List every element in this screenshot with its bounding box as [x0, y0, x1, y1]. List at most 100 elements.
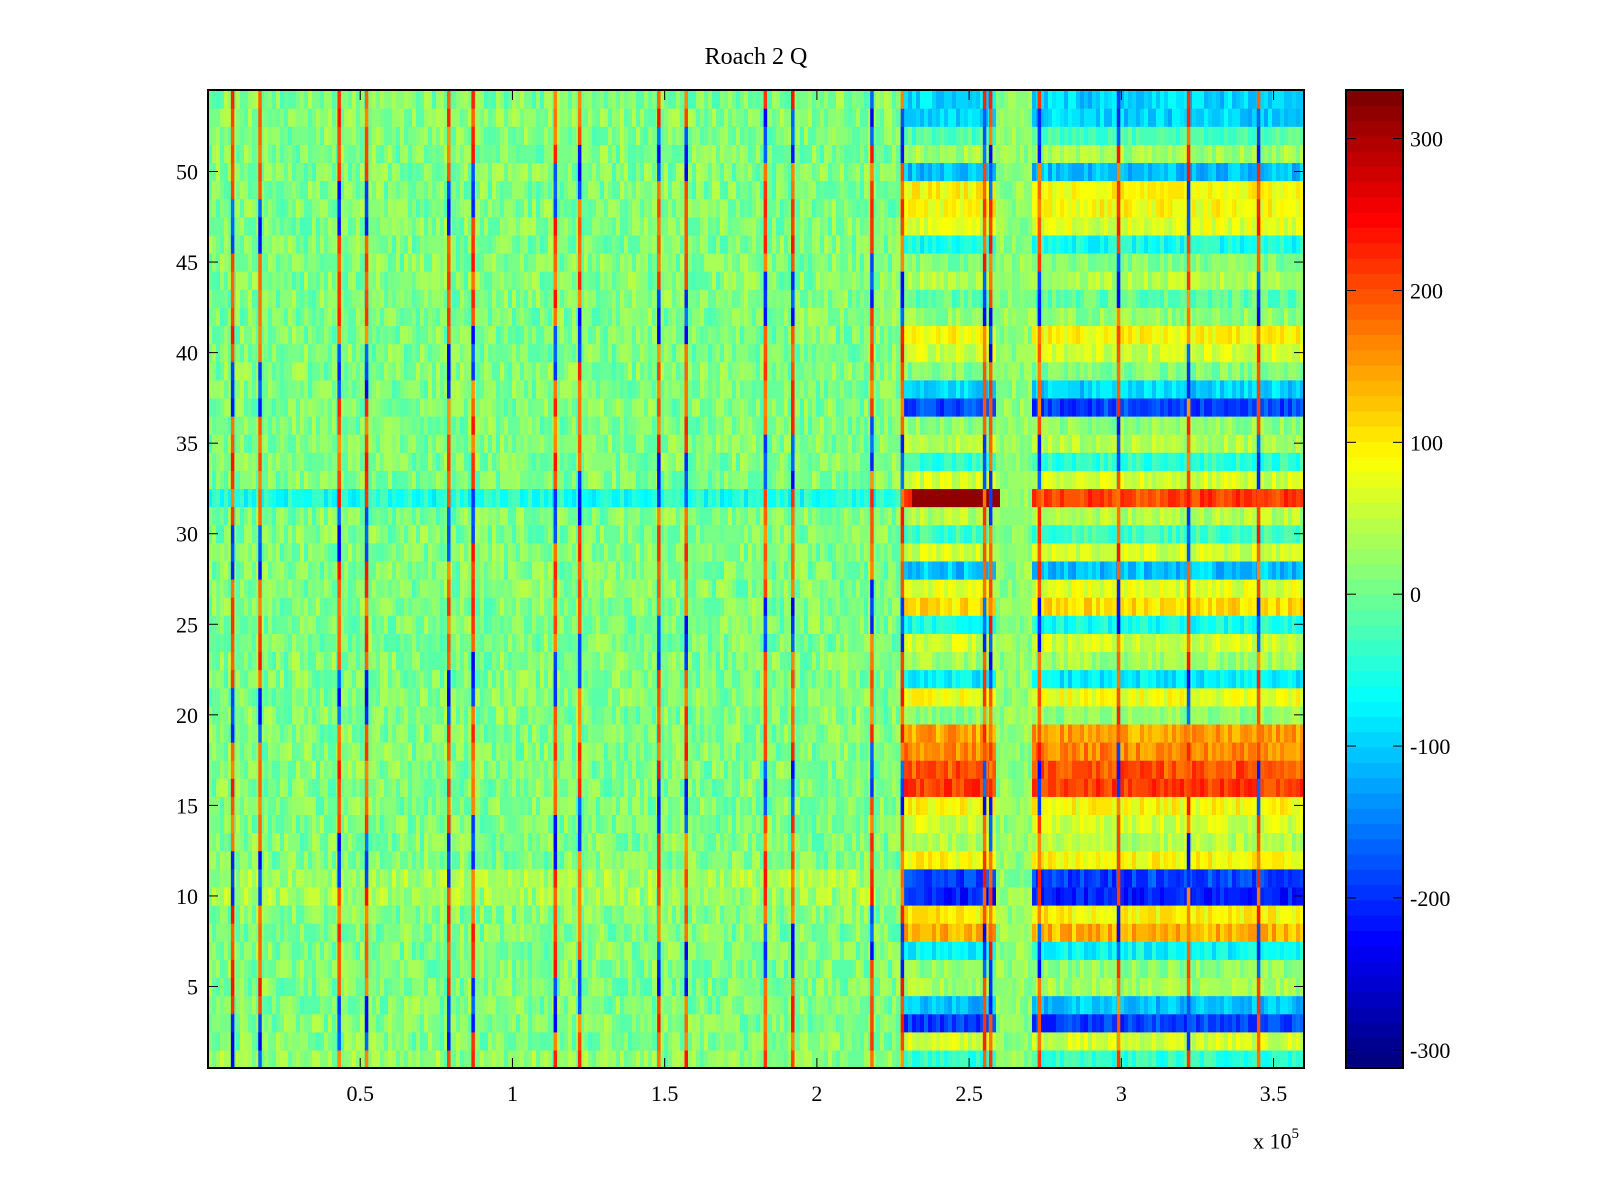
heatmap-cell [788, 1049, 793, 1069]
heatmap-cell [1164, 905, 1169, 924]
heatmap-cell [1276, 941, 1281, 960]
heatmap-cell [280, 977, 285, 997]
heatmap-cell [1016, 850, 1021, 870]
heatmap-cell [560, 742, 565, 761]
heatmap-cell [1172, 832, 1177, 852]
heatmap-cell [1292, 959, 1297, 979]
heatmap-cell [772, 977, 777, 997]
heatmap-cell [776, 977, 781, 997]
heatmap-cell [340, 995, 345, 1015]
heatmap-cell [316, 995, 321, 1015]
heatmap-cell [1076, 905, 1081, 924]
heatmap-cell [616, 760, 621, 779]
heatmap-cell [1244, 995, 1249, 1015]
heatmap-cell [1108, 850, 1113, 870]
heatmap-cell [756, 886, 761, 906]
heatmap-cell [320, 814, 325, 834]
heatmap-cell [404, 814, 409, 834]
heatmap-cell [276, 977, 281, 997]
heatmap-cell [248, 832, 253, 852]
heatmap-cell [1052, 1049, 1057, 1069]
heatmap-cell [676, 941, 681, 960]
heatmap-cell [1264, 886, 1269, 906]
heatmap-cell [412, 941, 417, 960]
heatmap-cell [280, 1049, 285, 1069]
heatmap-cell [828, 760, 833, 779]
heatmap-cell [1216, 814, 1221, 834]
heatmap-cell [560, 886, 565, 906]
heatmap-cell [1264, 1049, 1269, 1069]
heatmap-cell [640, 760, 645, 779]
heatmap-cell [1152, 760, 1157, 779]
heatmap-cell [1100, 796, 1105, 816]
heatmap-cell [1232, 1049, 1237, 1069]
heatmap-cell [292, 941, 297, 960]
heatmap-cell [436, 977, 441, 997]
heatmap-cell [400, 868, 405, 888]
heatmap-cell [760, 832, 765, 852]
heatmap-cell [688, 977, 693, 997]
heatmap-cell [672, 1013, 677, 1033]
heatmap-cell [376, 995, 381, 1015]
heatmap-cell [384, 778, 389, 797]
heatmap-cell [1088, 995, 1093, 1015]
heatmap-cell [856, 850, 861, 870]
heatmap-cell [580, 796, 585, 816]
heatmap-cell [964, 977, 969, 997]
heatmap-cell [928, 778, 933, 797]
heatmap-cell [964, 905, 969, 924]
heatmap-cell [316, 832, 321, 852]
heatmap-cell [1096, 832, 1101, 852]
heatmap-cell [956, 868, 961, 888]
heatmap-cell [548, 995, 553, 1015]
heatmap-cell [644, 995, 649, 1015]
heatmap-cell [416, 959, 421, 979]
heatmap-cell [992, 814, 997, 834]
heatmap-cell [624, 886, 629, 906]
heatmap-cell [1068, 868, 1073, 888]
heatmap-cell [1132, 923, 1137, 942]
heatmap-cell [268, 742, 273, 761]
heatmap-cell [276, 742, 281, 761]
heatmap-cell [304, 1013, 309, 1033]
heatmap-cell [284, 723, 289, 743]
heatmap-cell [1112, 977, 1117, 997]
heatmap-cell [960, 1049, 965, 1069]
heatmap-cell [304, 1031, 309, 1051]
heatmap-cell [1148, 905, 1153, 924]
heatmap-cell [504, 1013, 509, 1033]
heatmap-cell [292, 1031, 297, 1051]
heatmap-cell [904, 886, 909, 906]
heatmap-cell [616, 959, 621, 979]
heatmap-cell [804, 832, 809, 852]
heatmap-cell [600, 868, 605, 888]
heatmap-cell [1248, 886, 1253, 906]
heatmap-cell [1044, 995, 1049, 1015]
heatmap-cell [904, 850, 909, 870]
heatmap-cell [268, 760, 273, 779]
heatmap-cell [940, 977, 945, 997]
heatmap-cell [352, 832, 357, 852]
heatmap-cell [572, 814, 577, 834]
heatmap-cell [548, 941, 553, 960]
heatmap-cell [488, 832, 493, 852]
heatmap-cell [428, 778, 433, 797]
heatmap-cell [1160, 1049, 1165, 1069]
heatmap-cell [960, 941, 965, 960]
heatmap-cell [428, 1013, 433, 1033]
heatmap-cell [348, 977, 353, 997]
heatmap-cell [824, 941, 829, 960]
heatmap-cell [752, 832, 757, 852]
heatmap-cell [444, 832, 449, 852]
heatmap-cell [488, 941, 493, 960]
heatmap-cell [220, 977, 225, 997]
heatmap-cell [1044, 832, 1049, 852]
heatmap-cell [228, 886, 233, 906]
heatmap-cell [444, 814, 449, 834]
heatmap-cell [252, 995, 257, 1015]
heatmap-cell [1292, 1049, 1297, 1069]
heatmap-cell [632, 977, 637, 997]
heatmap-cell [1216, 886, 1221, 906]
heatmap-cell [240, 886, 245, 906]
heatmap-cell [956, 796, 961, 816]
